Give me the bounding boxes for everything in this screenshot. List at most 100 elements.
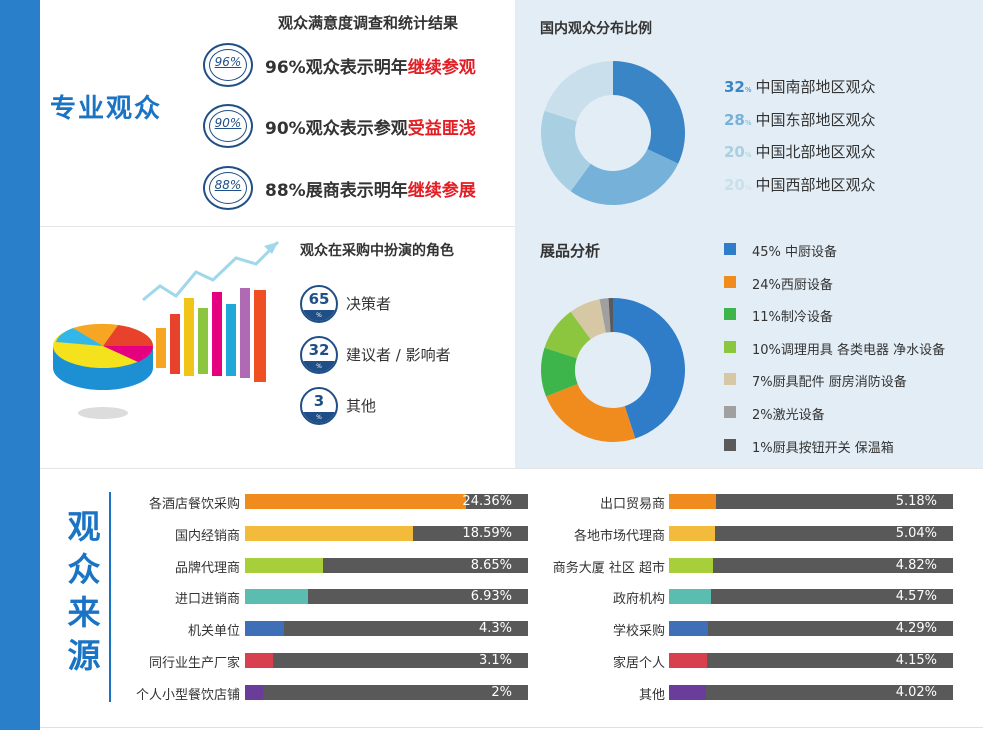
satisfaction-item: 88% 88%展商表示明年继续参展 [203,166,508,210]
source-category-label: 各酒店餐饮采购 [148,497,240,512]
donut-slice [541,110,591,192]
source-bar-fill [245,621,284,637]
legend-swatch [724,243,736,255]
divider [40,468,983,469]
source-value-label: 2% [491,684,512,700]
role-item: 65% 决策者 [300,285,500,325]
source-value-label: 4.29% [895,621,937,637]
percent-badge-icon: 3% [300,387,338,425]
role-item: 32% 建议者 / 影响者 [300,336,500,376]
source-bar-fill [669,653,707,668]
source-bar: 5.18% [669,494,953,509]
source-bar-fill [669,621,708,637]
satisfaction-text: 96%观众表示明年继续参观 [265,58,476,78]
source-value-label: 8.65% [470,557,512,573]
distribution-donut-chart [541,61,685,205]
source-value-label: 4.3% [478,621,512,637]
source-bar: 4.82% [669,557,953,573]
donut-slice [613,298,685,439]
source-value-label: 4.57% [895,589,937,605]
source-bar: 18.59% [245,525,528,541]
source-divider [109,492,111,702]
source-value-label: 24.36% [462,494,512,509]
source-category-label: 品牌代理商 [174,560,240,576]
source-bar: 4.02% [669,684,953,700]
satisfaction-text: 88%展商表示明年继续参展 [265,181,476,201]
source-category-label: 政府机构 [612,592,665,608]
products-donut-chart [541,298,685,442]
source-bar-fill [669,494,717,509]
distribution-legend-item: 20% 中国北部地区观众 [724,143,876,161]
source-bar: 2% [245,684,528,700]
source-bar-fill [245,557,324,573]
source-category-label: 家居个人 [612,656,665,671]
source-value-label: 18.59% [462,525,512,541]
source-category-label: 出口贸易商 [599,497,665,512]
legend-swatch [724,406,736,418]
source-value-label: 4.15% [895,653,937,668]
source-value-label: 4.82% [895,557,937,573]
legend-swatch [724,308,736,320]
source-value-label: 3.1% [478,653,512,668]
satisfaction-text: 90%观众表示参观受益匪浅 [265,119,476,139]
source-bar-fill [245,653,274,668]
donut-slice [570,299,606,340]
satisfaction-item: 96% 96%观众表示明年继续参观 [203,43,508,87]
donut-slice [608,298,613,333]
source-bar-fill [669,525,715,541]
percent-badge-icon: 90% [203,104,253,148]
source-category-label: 同行业生产厂家 [148,656,240,671]
percent-badge-icon: 96% [203,43,253,87]
source-category-label: 其他 [638,687,665,703]
roles-title: 观众在采购中扮演的角色 [300,243,454,259]
source-bar: 8.65% [245,557,528,573]
source-title: 观 众 来 源 [67,507,101,675]
source-bar: 6.93% [245,589,528,605]
source-bar: 3.1% [245,653,528,668]
donut-slice [544,61,613,122]
donut-slice [546,383,636,442]
percent-badge-icon: 88% [203,166,253,210]
source-bar-fill [669,589,711,605]
source-category-label: 各地市场代理商 [573,528,665,544]
left-accent-bar [0,0,40,730]
source-value-label: 4.02% [895,684,937,700]
source-value-label: 6.93% [470,589,512,605]
legend-swatch [724,373,736,385]
divider [40,226,515,227]
source-category-label: 进口进销商 [174,592,240,608]
distribution-legend-item: 28% 中国东部地区观众 [724,111,876,129]
distribution-legend-item: 20% 中国西部地区观众 [724,176,876,194]
donut-slice [570,149,679,205]
source-bar-fill [245,525,414,541]
donut-slice [599,298,611,333]
source-bar-fill [245,684,264,700]
satisfaction-item: 90% 90%观众表示参观受益匪浅 [203,104,508,148]
products-title: 展品分析 [540,242,601,260]
legend-swatch [724,439,736,451]
pro-audience-title: 专业观众 [50,94,163,124]
source-bar: 4.15% [669,653,953,668]
percent-badge-icon: 32% [300,336,338,374]
source-category-label: 商务大厦 社区 超市 [552,560,665,576]
source-bar: 24.36% [245,494,528,509]
distribution-title: 国内观众分布比例 [540,21,652,37]
source-bar-fill [245,589,308,605]
source-bar-fill [245,494,466,509]
donut-slice [544,311,591,359]
source-value-label: 5.04% [895,525,937,541]
legend-swatch [724,276,736,288]
source-category-label: 国内经销商 [174,528,240,544]
divider [40,727,983,728]
source-bar: 4.29% [669,621,953,637]
source-category-label: 学校采购 [612,624,665,640]
source-bar: 4.3% [245,621,528,637]
legend-swatch [724,341,736,353]
donut-slice [613,61,685,164]
source-category-label: 个人小型餐饮店铺 [135,687,240,703]
source-bar: 4.57% [669,589,953,605]
chart-illustration-icon [53,240,280,419]
satisfaction-title: 观众满意度调查和统计结果 [278,14,459,32]
source-category-label: 机关单位 [187,624,240,640]
distribution-legend-item: 32% 中国南部地区观众 [724,78,876,96]
